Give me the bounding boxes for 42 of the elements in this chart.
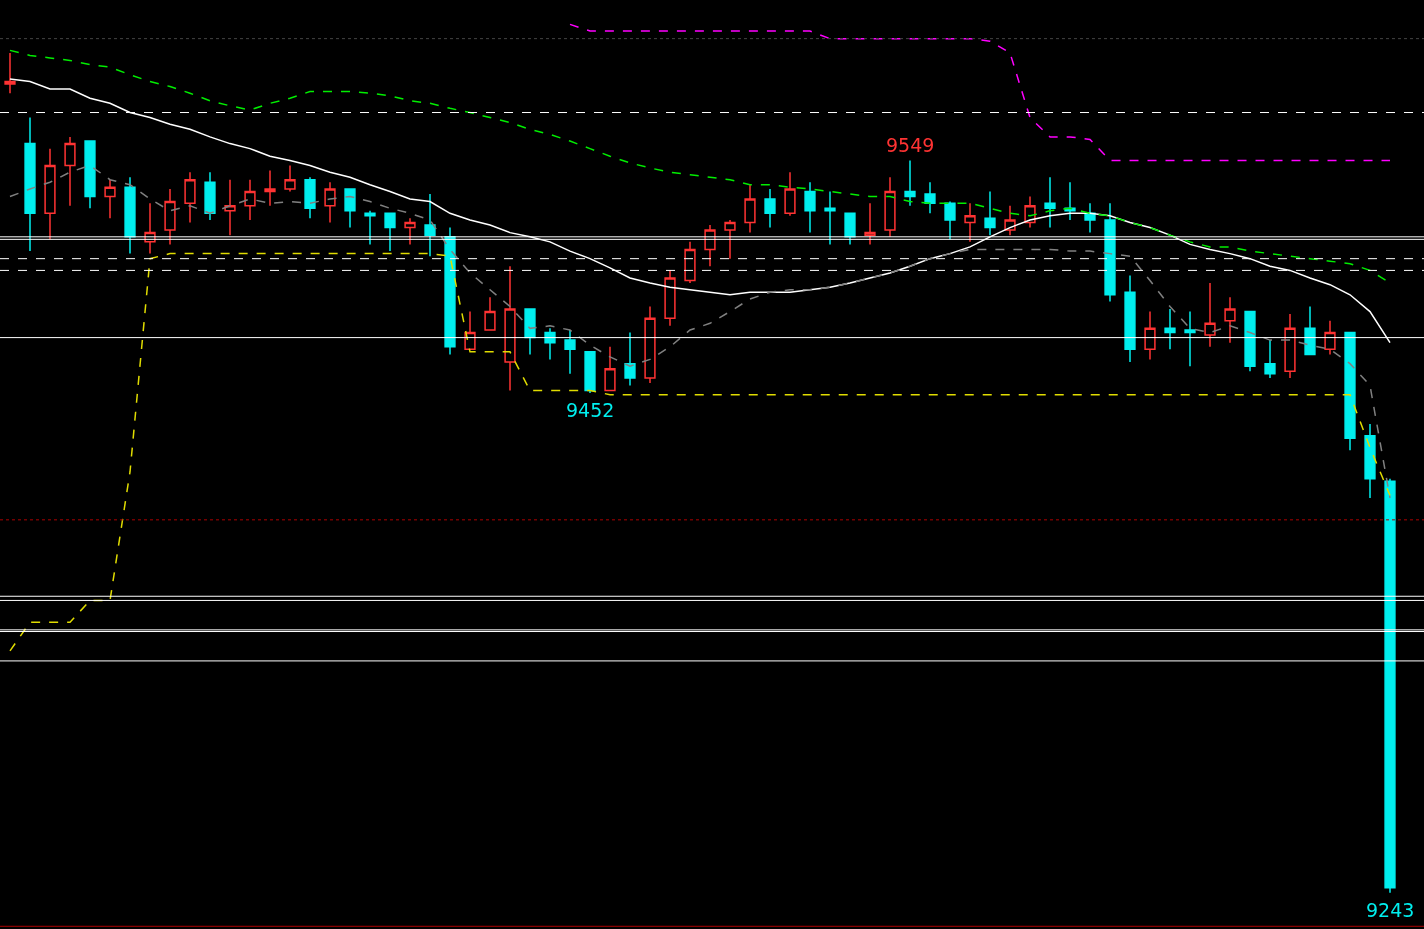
candlestick	[24, 116, 36, 252]
annotation: 9243	[1366, 899, 1415, 921]
candlestick	[364, 210, 376, 246]
candlestick	[124, 176, 136, 255]
annotation: 9452	[566, 399, 615, 421]
candlestick	[1184, 310, 1196, 367]
candlestick	[564, 329, 576, 375]
candlestick	[1364, 423, 1376, 499]
candlestick	[204, 171, 216, 221]
candlestick	[344, 188, 356, 229]
candlestick	[924, 181, 936, 215]
candlestick	[444, 226, 456, 356]
candlestick	[904, 159, 916, 207]
candlestick	[524, 308, 536, 356]
candlestick	[644, 305, 656, 384]
candlestick	[1264, 339, 1276, 379]
candlestick	[624, 331, 636, 387]
candlestick	[544, 327, 556, 361]
candlestick	[1344, 331, 1356, 451]
candlestick	[944, 200, 956, 241]
candlestick	[584, 351, 596, 394]
candlestick	[684, 241, 696, 284]
candlestick	[1084, 202, 1096, 234]
annotation: 9549	[886, 134, 935, 156]
candlestick	[1104, 202, 1116, 303]
candlestick	[1244, 310, 1256, 372]
candlestick	[1124, 274, 1136, 363]
candlestick	[1164, 308, 1176, 351]
candlestick	[804, 181, 816, 234]
candlestick	[1044, 176, 1056, 229]
candlestick	[424, 193, 436, 257]
candlestick	[844, 212, 856, 246]
candlestick	[664, 269, 676, 327]
candlestick	[304, 176, 316, 220]
candlestick	[1304, 305, 1316, 356]
candlestick	[984, 190, 996, 236]
candlestick	[384, 212, 396, 252]
candlestick	[84, 140, 96, 210]
candlestick	[764, 188, 776, 229]
candlestick	[1064, 181, 1076, 221]
candlestick	[824, 190, 836, 246]
candlestick	[1384, 477, 1396, 894]
